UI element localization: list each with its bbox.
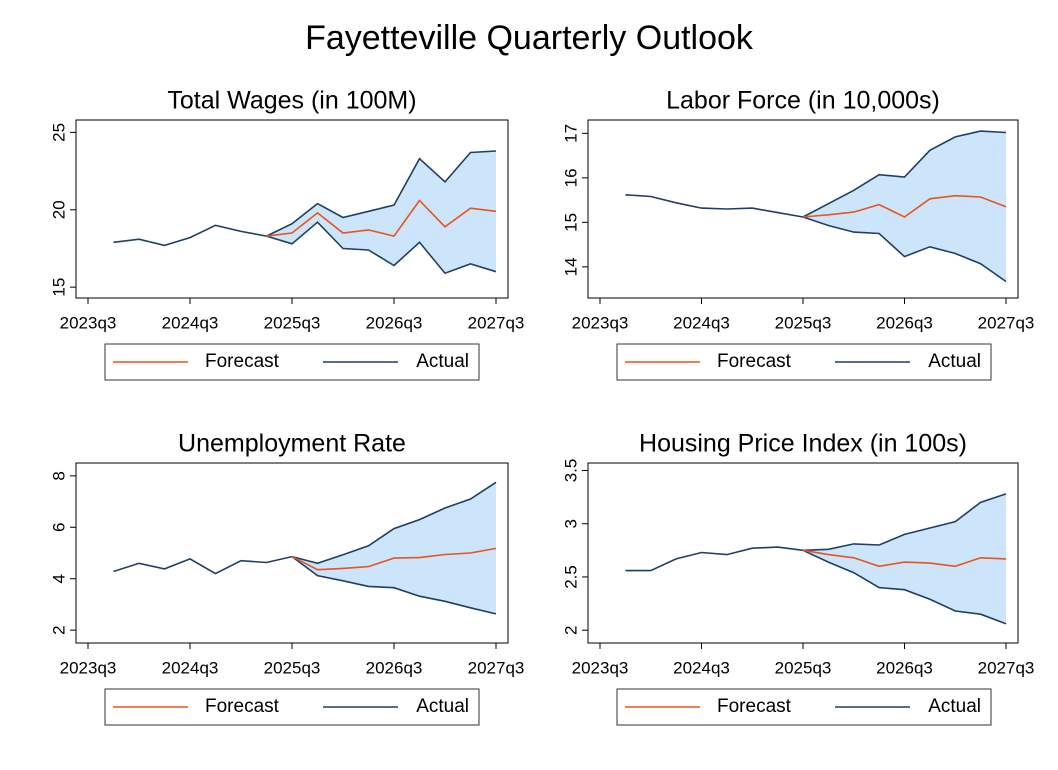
figure-title: Fayetteville Quarterly Outlook: [305, 19, 754, 57]
series-line: [625, 546, 804, 572]
series-line: [291, 547, 497, 571]
forecast-band: [266, 151, 496, 274]
series-line: [802, 549, 1007, 568]
x-tick-label: 2025q3: [264, 658, 321, 677]
series-line: [802, 194, 1007, 218]
chart-title: Total Wages (in 100M): [167, 87, 416, 115]
band-lower: [266, 221, 497, 275]
legend-label: Actual: [416, 696, 469, 717]
x-tick-label: 2026q3: [366, 313, 423, 332]
x-tick-label: 2025q3: [264, 313, 321, 332]
x-tick-label: 2024q3: [673, 313, 730, 332]
legend-label: Forecast: [205, 351, 280, 372]
y-tick-label: 15: [49, 278, 68, 297]
band-upper: [266, 150, 497, 237]
y-tick-label: 2.5: [561, 565, 580, 589]
x-tick-label: 2027q3: [978, 313, 1035, 332]
series-line: [113, 555, 293, 575]
y-tick-label: 17: [561, 124, 580, 143]
x-tick-label: 2026q3: [876, 313, 933, 332]
y-tick-label: 4: [49, 574, 68, 583]
band-lower: [802, 549, 1007, 625]
y-tick-label: 2: [561, 625, 580, 634]
band-upper: [802, 493, 1007, 552]
x-tick-label: 2024q3: [162, 658, 219, 677]
x-tick-label: 2027q3: [978, 658, 1035, 677]
y-tick-label: 14: [561, 257, 580, 276]
chart-title: Unemployment Rate: [178, 430, 406, 458]
legend-label: Forecast: [717, 351, 792, 372]
chart-title: Housing Price Index (in 100s): [639, 430, 967, 458]
y-tick-label: 2: [49, 625, 68, 634]
legend-box: [616, 343, 992, 381]
y-tick-label: 20: [49, 200, 68, 219]
x-tick-label: 2026q3: [366, 658, 423, 677]
forecast-band: [803, 493, 1006, 624]
y-tick-label: 15: [561, 213, 580, 232]
band-lower: [802, 216, 1007, 283]
legend-label: Actual: [928, 351, 981, 372]
legend-label: Actual: [416, 351, 469, 372]
y-tick-label: 3: [561, 519, 580, 528]
band-upper: [291, 481, 497, 565]
forecast-band: [292, 482, 496, 614]
x-tick-label: 2027q3: [468, 658, 525, 677]
y-tick-label: 25: [49, 123, 68, 142]
chart-title: Labor Force (in 10,000s): [666, 87, 940, 115]
legend-label: Forecast: [205, 696, 280, 717]
y-tick-label: 16: [561, 168, 580, 187]
x-tick-label: 2023q3: [60, 313, 117, 332]
x-tick-label: 2025q3: [775, 313, 832, 332]
forecast-band: [803, 131, 1006, 282]
x-tick-label: 2023q3: [572, 658, 629, 677]
x-tick-label: 2023q3: [572, 313, 629, 332]
series-line: [113, 224, 267, 247]
legend-label: Forecast: [717, 696, 792, 717]
series-line: [625, 194, 804, 218]
y-tick-label: 3.5: [561, 459, 580, 483]
x-tick-label: 2024q3: [673, 658, 730, 677]
y-tick-label: 6: [49, 523, 68, 532]
x-tick-label: 2024q3: [162, 313, 219, 332]
x-tick-label: 2027q3: [468, 313, 525, 332]
x-tick-label: 2025q3: [775, 658, 832, 677]
x-tick-label: 2023q3: [60, 658, 117, 677]
band-upper: [802, 130, 1007, 218]
y-tick-label: 8: [49, 471, 68, 480]
series-line: [266, 199, 497, 238]
legend-label: Actual: [928, 696, 981, 717]
x-tick-label: 2026q3: [876, 658, 933, 677]
band-lower: [291, 555, 497, 615]
